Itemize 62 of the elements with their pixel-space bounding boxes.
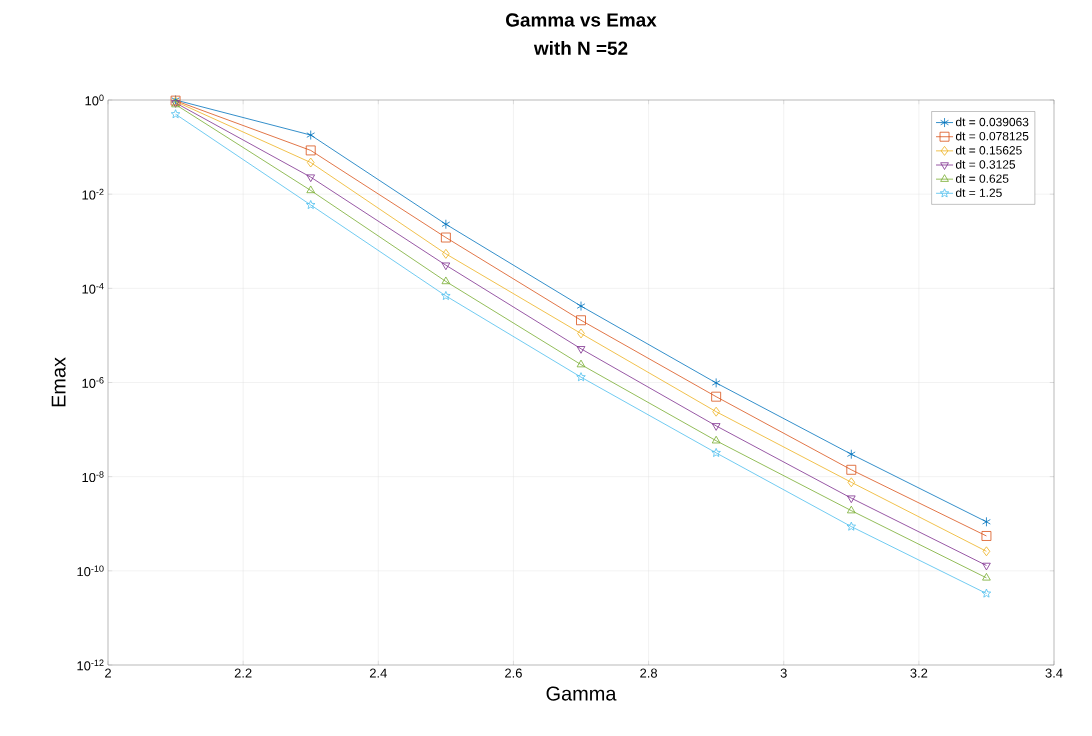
point [982,516,991,527]
legend-label: dt = 0.625 [955,174,1009,183]
point [576,359,586,368]
point [711,435,721,444]
point [711,423,721,431]
point [982,572,991,581]
point [712,406,720,417]
y-tick-label: 10$^{-4}$ [82,282,104,294]
point [846,521,856,531]
point [981,531,992,541]
point [847,449,856,460]
point [981,588,992,598]
point [440,232,451,243]
point [576,315,586,326]
y-tick-label: 10$^{-8}$ [82,471,104,483]
point [576,372,586,382]
legend-label: dt = 0.078125 [955,131,1029,141]
point [846,464,857,475]
x-tick-label: 3 [780,668,787,678]
x-tick-label: 3.2 [910,668,928,678]
point [306,174,316,183]
point [306,157,315,168]
point [711,391,722,402]
point [306,130,316,140]
legend-label: dt = 0.15625 [955,145,1022,155]
point [442,248,450,259]
point [441,291,451,300]
point [441,219,451,230]
x-tick-label: 2.4 [369,668,387,678]
point [305,145,316,156]
legend-label: dt = 0.3125 [955,159,1016,169]
x-tick-label: 2.6 [505,668,522,678]
legend-label: dt = 1.25 [955,188,1002,197]
point [441,262,451,271]
chart-subtitle: with N =52 [533,41,628,55]
y-axis-title: Emax [51,357,66,407]
point [170,109,181,119]
point [982,546,991,557]
point [711,447,721,457]
point [577,328,585,339]
point [441,276,451,285]
y-tick-label: 10$^{-6}$ [82,377,104,388]
point [847,505,856,514]
point [982,562,991,571]
x-axis-title: Gamma [546,686,617,701]
y-tick-label: 10$^{-10}$ [77,565,104,577]
point [847,477,856,488]
point [576,346,586,354]
x-tick-label: 2.8 [640,668,658,678]
point [306,200,316,209]
point [576,301,586,311]
y-tick-label: 10$^{-12}$ [77,659,104,671]
point [847,495,856,504]
point [711,378,721,388]
chart-title: Gamma vs Emax [506,13,657,27]
y-tick-label: 10$^{0}$ [85,94,104,106]
x-tick-label: 2.2 [234,668,252,678]
legend-label: dt = 0.039063 [955,117,1029,127]
point [306,185,316,194]
x-tick-label: 3.4 [1045,668,1063,678]
x-tick-label: 2 [105,668,111,678]
y-tick-label: 10$^{-2}$ [82,188,104,200]
